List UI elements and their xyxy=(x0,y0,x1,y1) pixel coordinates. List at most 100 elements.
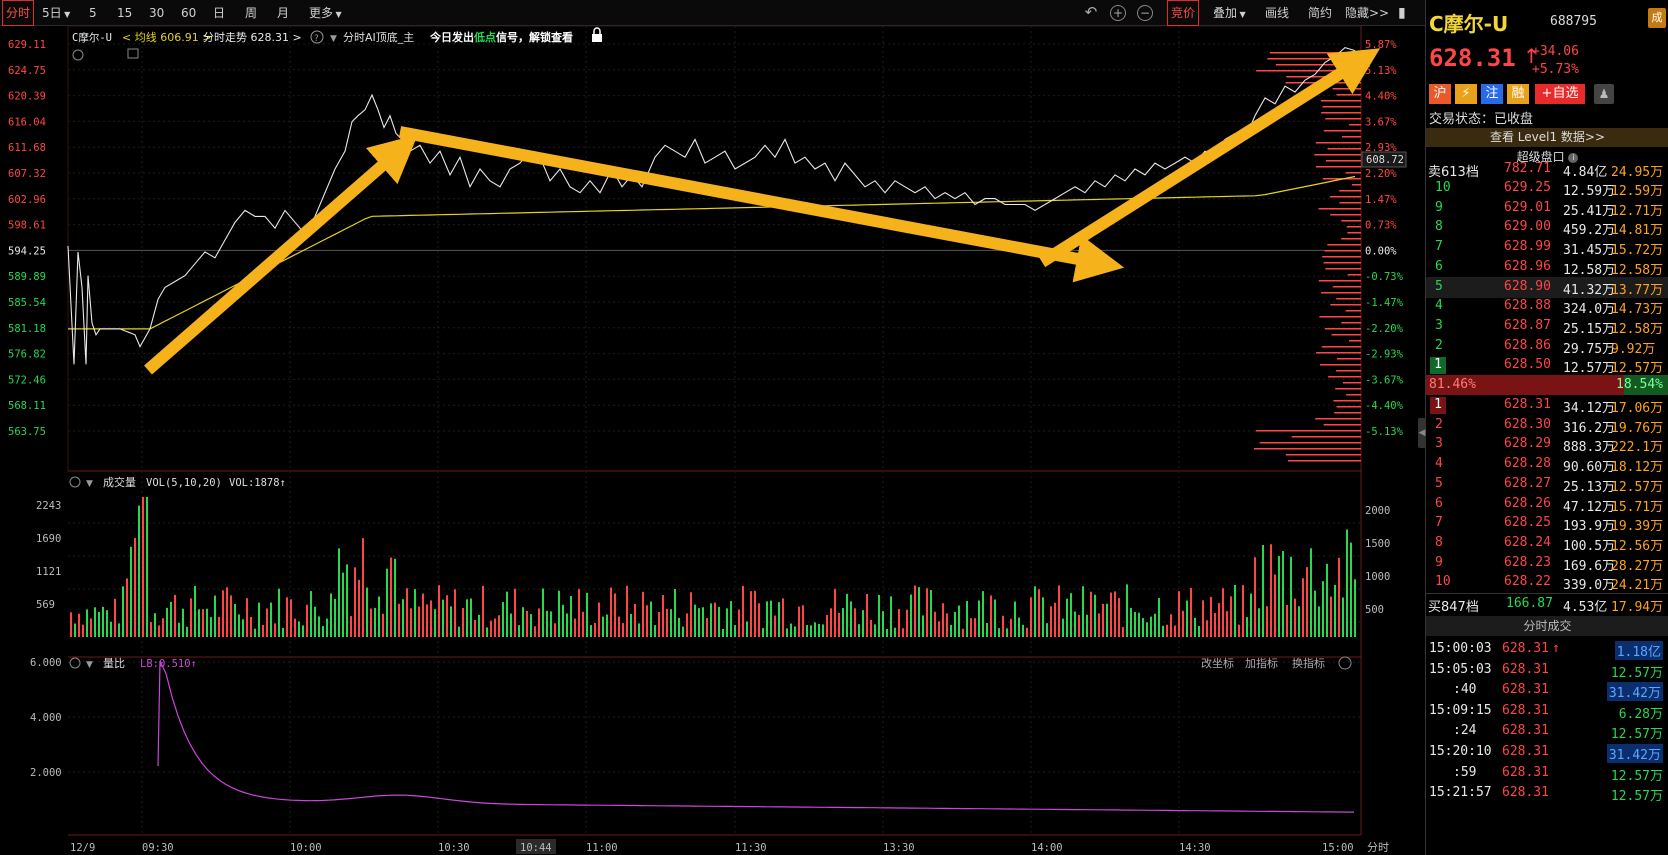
bid-level-row[interactable]: 7 628.25 193.9万 19.39万 xyxy=(1426,513,1668,534)
volume-bar xyxy=(1062,618,1064,637)
volume-bar xyxy=(846,593,848,637)
bid-level-row[interactable]: 3 628.29 888.3万 222.1万 xyxy=(1426,434,1668,455)
info-icon[interactable]: i xyxy=(1568,152,1579,163)
ask-level-row[interactable]: 7 628.99 31.45万 15.72万 xyxy=(1426,237,1668,258)
help-icon[interactable] xyxy=(310,30,324,44)
dropdown-icon[interactable]: ▼ xyxy=(86,479,93,489)
period-tab-day[interactable]: 日 xyxy=(213,6,226,20)
dropdown-icon[interactable]: ▼ xyxy=(86,660,93,670)
period-tab-month[interactable]: 月 xyxy=(277,6,290,20)
period-tab-30min[interactable]: 30 xyxy=(149,6,165,20)
period-tab-5min[interactable]: 5 xyxy=(89,6,97,20)
volume-bar xyxy=(926,588,928,637)
depth-bar xyxy=(1327,148,1361,150)
price-tick-label: 624.75 xyxy=(8,65,46,77)
panel-toggle-icon[interactable]: ▮ xyxy=(1398,5,1406,21)
ask-level-row[interactable]: 3 628.87 25.15万 12.58万 xyxy=(1426,316,1668,337)
switch-indicator-button[interactable]: 换指标 xyxy=(1292,656,1325,670)
period-tab-week[interactable]: 周 xyxy=(245,6,258,20)
ask-level-row[interactable]: 8 629.00 459.2万 14.81万 xyxy=(1426,217,1668,238)
close-indicator-icon[interactable] xyxy=(1338,656,1352,670)
bid-level-row[interactable]: 4 628.28 90.60万 18.12万 xyxy=(1426,454,1668,475)
ai-indicator-label[interactable]: 分时AI顶底_主 xyxy=(343,30,414,44)
ask-level-row[interactable]: 10 629.25 12.59万 12.59万 xyxy=(1426,178,1668,199)
dropdown-icon[interactable]: ▼ xyxy=(330,34,337,44)
tag-shanghai[interactable]: 沪 xyxy=(1429,84,1451,104)
volume-bar xyxy=(254,628,256,637)
hide-panel-button[interactable]: 隐藏>> xyxy=(1345,6,1390,20)
undo-icon[interactable]: ↶ xyxy=(1084,3,1098,21)
add-watchlist-button[interactable]: +自选 xyxy=(1535,84,1585,104)
add-indicator-button[interactable]: 加指标 xyxy=(1245,656,1278,670)
volume-tick-label: 569 xyxy=(36,599,55,611)
period-tab-timeshare[interactable]: 分时 xyxy=(2,0,35,26)
trade-time: :24 xyxy=(1453,723,1477,739)
volume-bar xyxy=(642,591,644,637)
ask-level-row[interactable]: 4 628.88 324.0万 14.73万 xyxy=(1426,296,1668,317)
volume-bar xyxy=(854,608,856,637)
draw-line-button[interactable]: 画线 xyxy=(1265,6,1290,20)
tag-margin[interactable]: 融 xyxy=(1507,84,1529,104)
collapse-handle-icon[interactable]: ◀ xyxy=(1418,418,1426,448)
help-icon[interactable] xyxy=(69,476,81,488)
ask-level-row[interactable]: 1 628.50 12.57万 12.57万 xyxy=(1426,355,1668,376)
change-axis-button[interactable]: 改坐标 xyxy=(1201,656,1234,670)
depth-bar xyxy=(1255,430,1361,432)
volume-bar xyxy=(338,548,340,637)
trade-time: :40 xyxy=(1453,682,1477,698)
ask-level-row[interactable]: 9 629.01 25.41万 12.71万 xyxy=(1426,198,1668,219)
bid-level-row[interactable]: 9 628.23 169.6万 28.27万 xyxy=(1426,553,1668,574)
simple-mode-button[interactable]: 简约 xyxy=(1308,6,1333,20)
bid-level-row[interactable]: 6 628.26 47.12万 15.71万 xyxy=(1426,494,1668,515)
period-tab-15min[interactable]: 15 xyxy=(117,6,133,20)
auction-button[interactable]: 竞价 xyxy=(1167,0,1200,26)
volume-bar xyxy=(842,608,844,637)
intraday-chart[interactable]: C摩尔-U < 均线 606.91 > 分时走势 628.31 > ? ▼ 分时… xyxy=(0,26,1425,855)
overlay-button[interactable]: 叠加 ▼ xyxy=(1213,6,1246,20)
period-tab-60min[interactable]: 60 xyxy=(181,6,197,20)
expand-icon[interactable] xyxy=(127,48,139,59)
volume-bar xyxy=(1158,598,1160,637)
bid-level-row[interactable]: 2 628.30 316.2万 19.76万 xyxy=(1426,415,1668,436)
alert-bell-icon[interactable]: ♟ xyxy=(1594,84,1614,104)
volume-bar xyxy=(286,597,288,637)
volume-bar xyxy=(558,590,560,637)
bid-level-row[interactable]: 1 628.31 34.12万 17.06万 xyxy=(1426,395,1668,416)
level-volume: 12.59万 xyxy=(1563,184,1616,199)
volume-bar xyxy=(938,621,940,637)
bid-level-row[interactable]: 8 628.24 100.5万 12.56万 xyxy=(1426,533,1668,554)
level-price: 628.26 xyxy=(1504,495,1551,511)
close-overlay-icon[interactable] xyxy=(72,49,84,61)
volume-bar xyxy=(946,613,948,637)
bid-level-row[interactable]: 10 628.22 339.0万 24.21万 xyxy=(1426,572,1668,593)
ask-level-row[interactable]: 5 628.90 41.32万 13.77万 xyxy=(1426,276,1668,298)
period-tab-more[interactable]: 更多 ▼ xyxy=(309,6,342,20)
lock-icon[interactable] xyxy=(592,34,602,42)
time-axis-unit: 分时 xyxy=(1367,841,1389,854)
zoom-in-icon[interactable]: + xyxy=(1110,5,1126,21)
volume-bar xyxy=(442,599,444,637)
help-icon[interactable] xyxy=(69,657,81,669)
depth-bar xyxy=(1328,376,1361,378)
chart-stock-name: C摩尔-U xyxy=(72,31,112,44)
zoom-out-icon[interactable]: − xyxy=(1137,5,1153,21)
depth-bar xyxy=(1330,304,1361,306)
volume-bar xyxy=(830,608,832,637)
ask-level-row[interactable]: 6 628.96 12.58万 12.58万 xyxy=(1426,257,1668,278)
tag-registered[interactable]: 注 xyxy=(1481,84,1503,104)
level-volume: 31.45万 xyxy=(1563,243,1616,259)
period-tab-5day[interactable]: 5日 ▼ xyxy=(42,6,71,20)
level1-data-link[interactable]: 查看 Level1 数据>> xyxy=(1426,128,1668,147)
volume-bar xyxy=(1282,551,1284,637)
depth-bar xyxy=(1352,184,1361,186)
tag-lightning-icon[interactable]: ⚡ xyxy=(1455,84,1477,104)
bid-level-row[interactable]: 5 628.27 25.13万 12.57万 xyxy=(1426,474,1668,495)
volume-bar xyxy=(1010,618,1012,637)
stock-badge-icon[interactable]: 成 xyxy=(1648,8,1666,28)
ratio-title: 量比 xyxy=(103,657,125,670)
volume-bar xyxy=(1074,611,1076,637)
volume-bar xyxy=(966,600,968,637)
ask-level-row[interactable]: 2 628.86 29.75万 9.92万 xyxy=(1426,336,1668,357)
volume-bar xyxy=(578,589,580,637)
buy-total-label: 买847档 xyxy=(1428,600,1479,615)
